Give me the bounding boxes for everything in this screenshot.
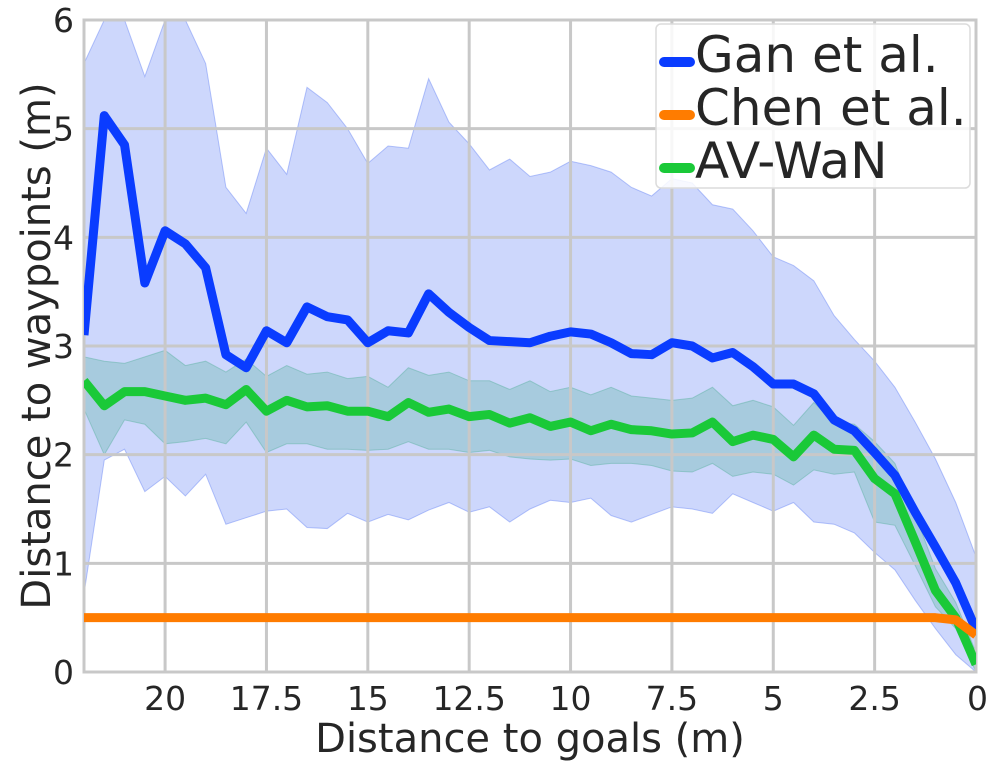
x-tick-label: 7.5 (646, 679, 698, 718)
x-tick-label: 10 (550, 679, 592, 718)
x-tick-label: 20 (144, 679, 186, 718)
y-tick-label: 3 (53, 327, 74, 366)
y-axis-ticks: 0 1 2 3 4 5 6 (53, 1, 74, 692)
legend-box (655, 23, 971, 189)
x-tick-label: 15 (347, 679, 389, 718)
y-tick-label: 0 (53, 653, 74, 692)
x-tick-label: 5 (763, 679, 784, 718)
x-axis-label: Distance to goals (m) (315, 716, 745, 762)
series-line (84, 111, 976, 632)
y-tick-label: 6 (53, 1, 74, 40)
legend-label: Chen et al. (695, 79, 967, 137)
x-tick-label: 17.5 (230, 679, 303, 718)
y-tick-label: 1 (53, 544, 74, 583)
y-axis-label: Distance to waypoints (m) (14, 82, 60, 609)
y-tick-label: 4 (53, 218, 74, 257)
x-tick-label: 2.5 (848, 679, 900, 718)
series-lines (84, 111, 976, 667)
series-line (84, 377, 976, 667)
legend-label: AV-WaN (695, 132, 888, 190)
y-tick-label: 2 (53, 436, 74, 475)
x-axis-ticks: 20 17.5 15 12.5 10 7.5 5 2.5 0 (144, 679, 988, 718)
legend: Gan et al.Chen et al.AV-WaN (655, 23, 971, 190)
plot-frame (82, 18, 978, 674)
y-tick-label: 5 (53, 110, 74, 149)
legend-label: Gan et al. (695, 26, 939, 84)
series-line (84, 613, 976, 639)
x-tick-label: 12.5 (432, 679, 505, 718)
x-tick-label: 0 (967, 679, 988, 718)
